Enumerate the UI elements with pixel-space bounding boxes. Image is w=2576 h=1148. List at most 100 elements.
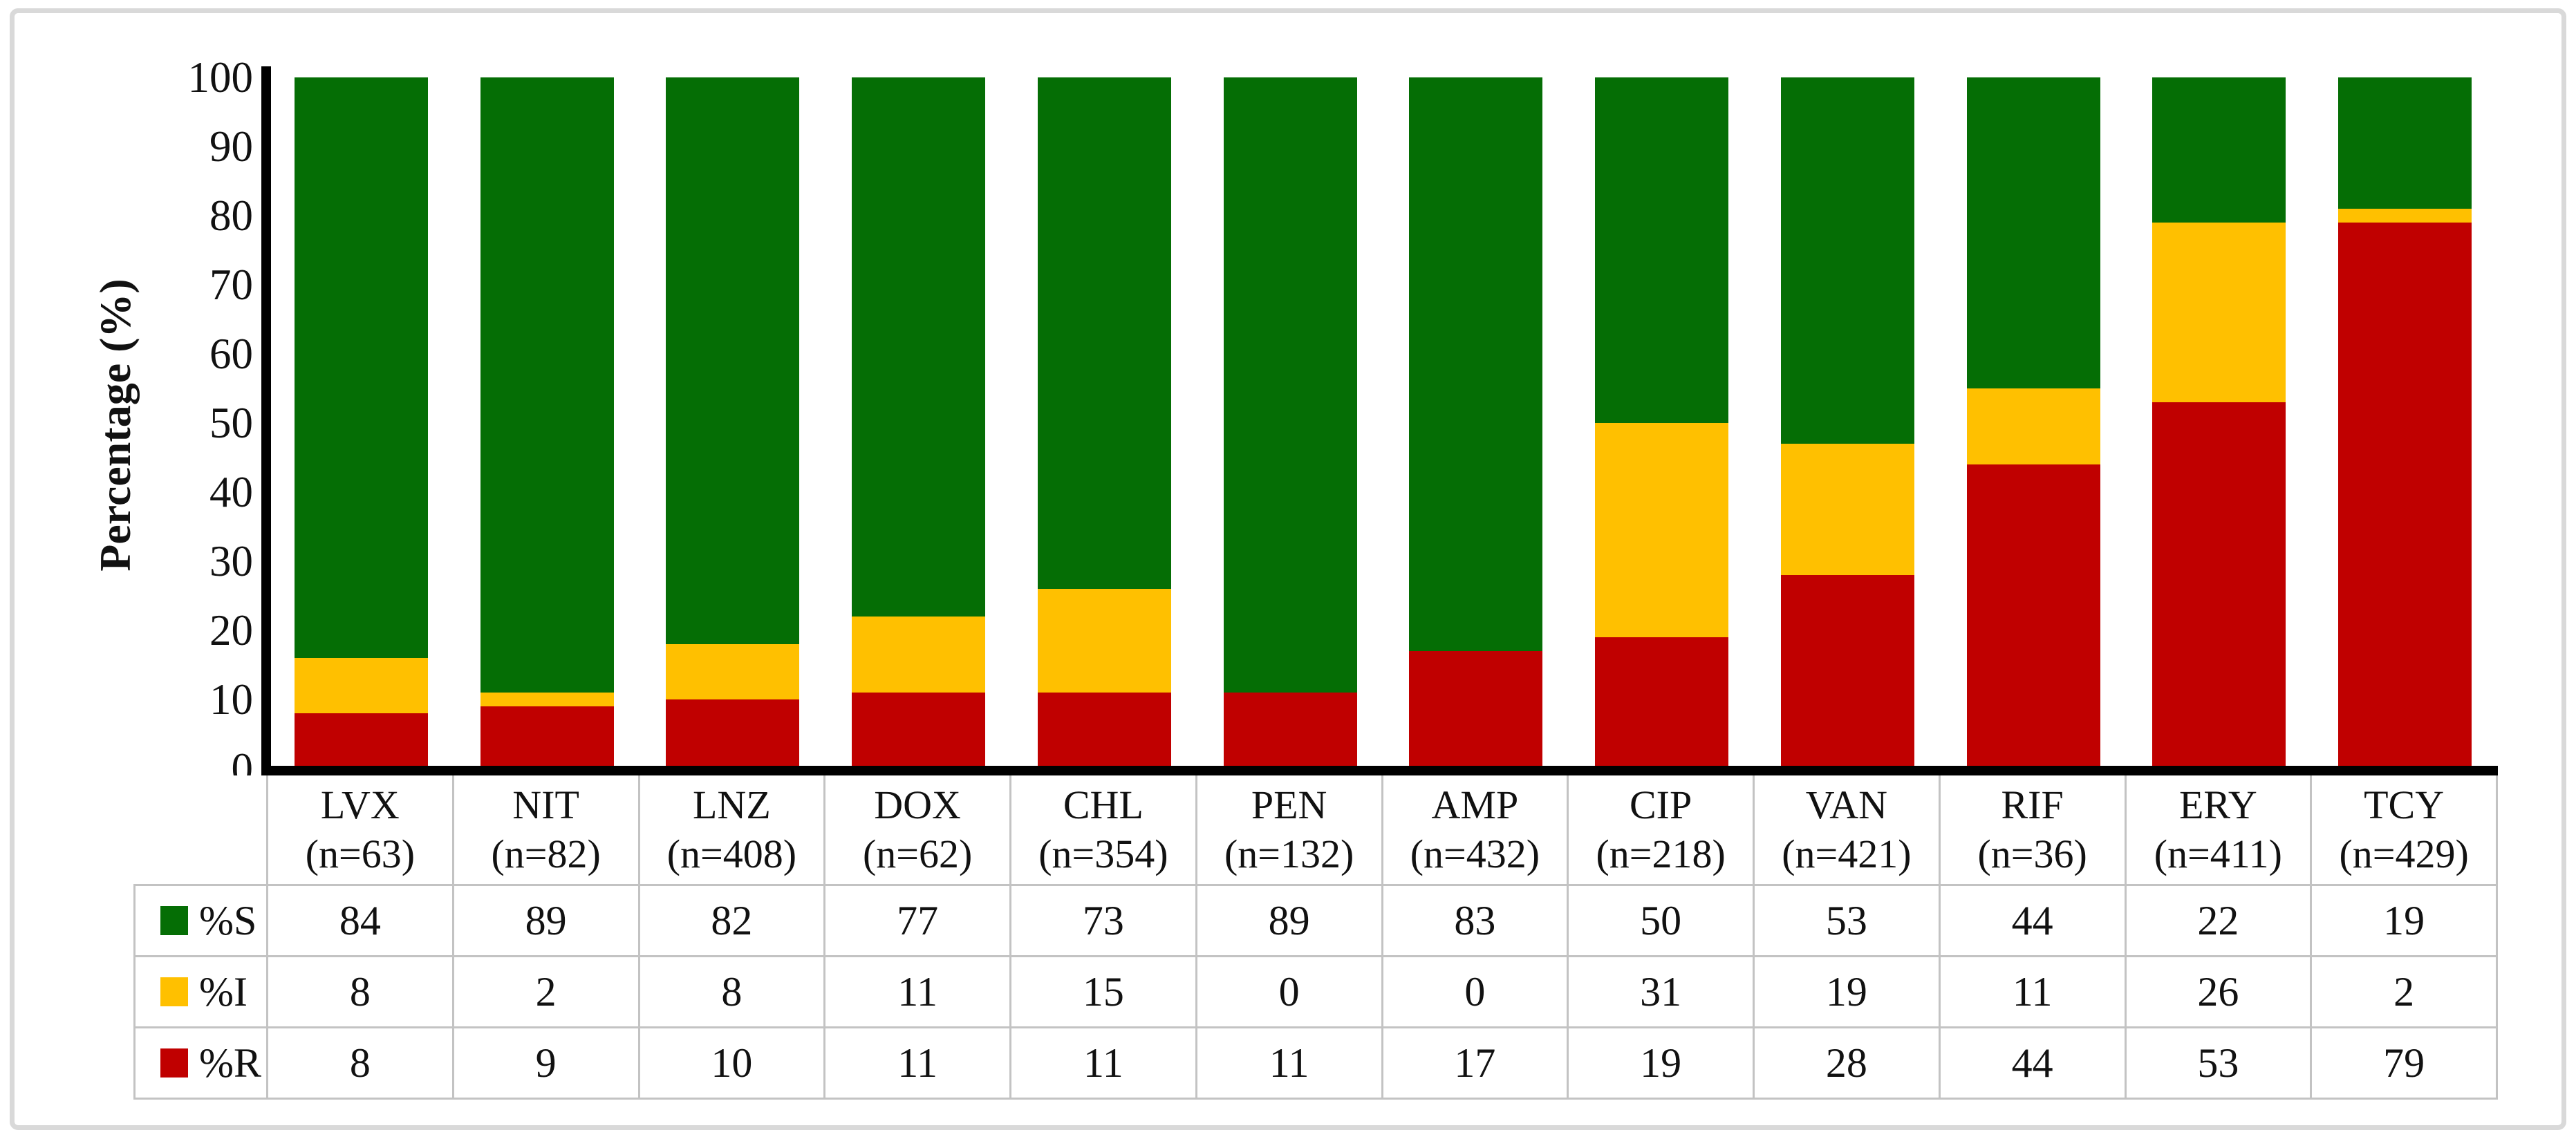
table-value-cell: 44 — [1940, 1028, 2127, 1100]
table-value-cell: 10 — [640, 1028, 826, 1100]
table-header-cell: CIP (n=218) — [1569, 775, 1755, 886]
bar-segment-resistant — [294, 713, 428, 769]
legend-swatch — [160, 906, 188, 935]
table-header-cell: LNZ (n=408) — [640, 775, 826, 886]
table-header-cell: TCY (n=429) — [2312, 775, 2498, 886]
category-code: CIP — [1629, 782, 1692, 827]
bar-segment-susceptible — [1037, 77, 1171, 589]
bar-segment-resistant — [1595, 637, 1729, 769]
category-n-label: (n=218) — [1596, 831, 1726, 876]
x-axis-line — [261, 766, 2498, 775]
table-value-cell: 8 — [268, 1028, 454, 1100]
table-value-cell: 28 — [1755, 1028, 1941, 1100]
table-value-cell: 11 — [825, 957, 1011, 1028]
bar-segment-susceptible — [480, 77, 614, 693]
category-code: LNZ — [693, 782, 771, 827]
table-value-cell: 89 — [1197, 886, 1383, 957]
legend-cell: %S — [133, 886, 268, 957]
category-code: AMP — [1431, 782, 1519, 827]
table-header-cell: ERY (n=411) — [2126, 775, 2313, 886]
bar — [666, 77, 800, 769]
table-header-cell: NIT (n=82) — [454, 775, 640, 886]
category-code: LVX — [320, 782, 400, 827]
y-tick-label: 50 — [209, 399, 253, 447]
table-header-cell: RIF (n=36) — [1940, 775, 2127, 886]
table-value-cell: 11 — [1940, 957, 2127, 1028]
table-value-cell: 50 — [1569, 886, 1755, 957]
bar-segment-susceptible — [1780, 77, 1914, 444]
table-value-cell: 17 — [1383, 1028, 1569, 1100]
bar-segment-resistant — [852, 693, 986, 769]
table-value-cell: 11 — [1011, 1028, 1197, 1100]
category-n-label: (n=429) — [2339, 831, 2469, 876]
bar-segment-intermediate — [852, 617, 986, 693]
table-header-cell: AMP (n=432) — [1383, 775, 1569, 886]
y-tick-label: 60 — [209, 330, 253, 378]
table-value-cell: 19 — [1755, 957, 1941, 1028]
bar-segment-susceptible — [852, 77, 986, 617]
bar-segment-intermediate — [1595, 423, 1729, 637]
category-code: TCY — [2364, 782, 2445, 827]
bar-segment-susceptible — [1966, 77, 2100, 388]
table-value-cell: 77 — [825, 886, 1011, 957]
table-value-cell: 79 — [2312, 1028, 2498, 1100]
bar — [1409, 77, 1543, 769]
category-n-label: (n=354) — [1038, 831, 1168, 876]
category-n-label: (n=408) — [666, 831, 797, 876]
category-code: RIF — [2001, 782, 2064, 827]
table-value-cell: 11 — [825, 1028, 1011, 1100]
bar — [1037, 77, 1171, 769]
y-tick-label: 20 — [209, 606, 253, 655]
bar — [852, 77, 986, 769]
table-value-cell: 53 — [1755, 886, 1941, 957]
table-header-cell: CHL (n=354) — [1011, 775, 1197, 886]
bar-segment-intermediate — [1966, 388, 2100, 464]
table-corner-blank — [133, 775, 268, 886]
data-table: LVX (n=63) NIT (n=82) LNZ (n=408) DOX (n=62) CHL… — [133, 775, 2498, 1100]
table-value-cell: 19 — [1569, 1028, 1755, 1100]
bar — [480, 77, 614, 769]
category-n-label: (n=82) — [491, 831, 601, 876]
table-value-cell: 53 — [2126, 1028, 2313, 1100]
legend-swatch — [160, 1048, 188, 1078]
table-value-cell: 83 — [1383, 886, 1569, 957]
bar-segment-resistant — [1037, 693, 1171, 769]
table-value-cell: 89 — [454, 886, 640, 957]
bar — [1223, 77, 1357, 769]
table-value-cell: 11 — [1197, 1028, 1383, 1100]
table-value-cell: 15 — [1011, 957, 1197, 1028]
bar-segment-resistant — [1223, 693, 1357, 769]
category-code: PEN — [1251, 782, 1327, 827]
category-code: CHL — [1063, 782, 1144, 827]
bar-segment-resistant — [2338, 223, 2472, 769]
table-value-cell: 2 — [454, 957, 640, 1028]
category-n-label: (n=421) — [1782, 831, 1912, 876]
category-n-label: (n=62) — [862, 831, 973, 876]
bar-segment-intermediate — [1037, 589, 1171, 693]
table-value-cell: 2 — [2312, 957, 2498, 1028]
legend-cell: %R — [133, 1028, 268, 1100]
bar — [294, 77, 428, 769]
table-value-cell: 19 — [2312, 886, 2498, 957]
bar-segment-susceptible — [2338, 77, 2472, 209]
y-tick-label: 80 — [209, 191, 253, 240]
category-n-label: (n=132) — [1224, 831, 1354, 876]
table-header-cell: VAN (n=421) — [1755, 775, 1941, 886]
bar-segment-intermediate — [480, 693, 614, 706]
bar-segment-resistant — [1780, 575, 1914, 769]
bar-segment-resistant — [2152, 402, 2286, 769]
y-tick-label: 70 — [209, 261, 253, 309]
table-value-cell: 0 — [1197, 957, 1383, 1028]
y-tick-label: 100 — [187, 53, 254, 102]
table-value-cell: 31 — [1569, 957, 1755, 1028]
bar — [1780, 77, 1914, 769]
bar-segment-intermediate — [294, 658, 428, 713]
table-value-cell: 82 — [640, 886, 826, 957]
bar-segment-intermediate — [666, 644, 800, 699]
table-value-cell: 84 — [268, 886, 454, 957]
bar-segment-susceptible — [666, 77, 800, 644]
category-code: VAN — [1805, 782, 1887, 827]
bar-segment-intermediate — [2338, 209, 2472, 223]
